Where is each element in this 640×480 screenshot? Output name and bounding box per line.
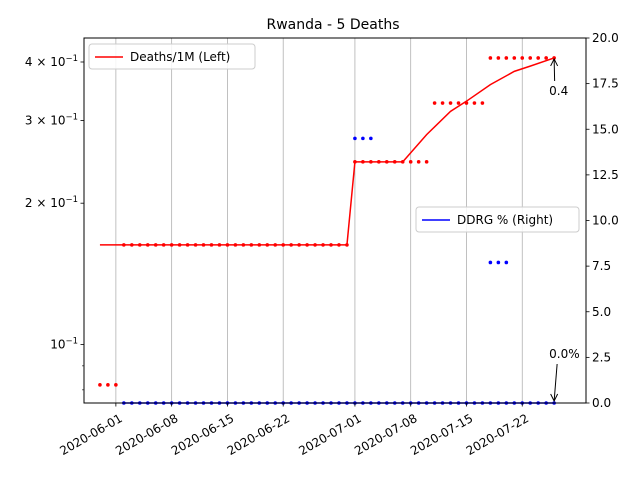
data-point: [416, 160, 421, 164]
data-point: [185, 243, 190, 247]
data-point: [241, 243, 246, 247]
data-point: [353, 160, 357, 164]
annotation-arrowhead: [550, 57, 559, 67]
data-point: [257, 243, 262, 247]
data-point: [122, 243, 126, 247]
left-tick-label: 3 × 10−1: [25, 113, 78, 128]
data-point: [289, 243, 293, 247]
annotation-arrowhead: [550, 393, 559, 403]
data-point: [464, 101, 469, 105]
data-point: [225, 243, 230, 247]
data-point: [488, 260, 493, 265]
data-point: [265, 243, 270, 247]
right-tick-label: 10.0: [592, 214, 619, 228]
data-point: [480, 101, 485, 105]
data-point: [432, 101, 437, 105]
data-point: [145, 243, 150, 247]
left-tick-label: 10−1: [50, 336, 78, 351]
data-point: [456, 101, 461, 105]
chart-title: Rwanda - 5 Deaths: [266, 17, 399, 33]
data-point: [337, 243, 341, 247]
data-point: [329, 243, 333, 247]
data-point: [353, 136, 357, 141]
legend-box: [415, 206, 580, 233]
right-tick-label: 15.0: [592, 122, 619, 136]
data-point: [408, 160, 413, 164]
data-point: [106, 383, 110, 387]
data-point: [384, 160, 389, 164]
data-point: [424, 160, 429, 164]
annotation-label: 0.0%: [549, 347, 580, 361]
data-point: [153, 243, 158, 247]
data-point: [392, 160, 397, 164]
data-point: [305, 243, 309, 247]
data-point: [161, 243, 166, 247]
data-point: [361, 136, 365, 141]
legend-box: [88, 43, 256, 70]
data-point: [130, 243, 134, 247]
annotation-arrow: [553, 58, 556, 81]
data-point: [209, 243, 214, 247]
data-point: [313, 243, 317, 247]
data-point: [528, 56, 533, 60]
data-point: [98, 383, 102, 387]
data-point: [448, 101, 453, 105]
legend-label: DDRG % (Right): [457, 213, 553, 227]
right-tick-label: 12.5: [592, 168, 619, 182]
data-point: [536, 56, 540, 60]
grid: [115, 38, 523, 403]
right-tick-label: 20.0: [592, 31, 619, 45]
data-point: [345, 243, 349, 247]
data-point: [249, 243, 254, 247]
data-point: [361, 160, 365, 164]
data-point: [281, 243, 286, 247]
data-point: [472, 101, 477, 105]
legends: Deaths/1M (Left) DDRG % (Right): [88, 43, 580, 233]
data-point: [217, 243, 222, 247]
data-point: [137, 243, 142, 247]
data-point: [440, 101, 445, 105]
data-point: [488, 56, 493, 60]
data-point: [496, 260, 501, 265]
legend-label: Deaths/1M (Left): [130, 50, 230, 64]
right-tick-label: 17.5: [592, 77, 619, 91]
data-point: [369, 160, 373, 164]
annotation-arrow: [553, 363, 558, 402]
left-tick-label: 2 × 10−1: [25, 195, 78, 210]
data-point: [297, 243, 301, 247]
annotations: 0.4 0.0%: [549, 57, 580, 403]
left-tick-label: 4 × 10−1: [25, 54, 78, 69]
data-point: [273, 243, 278, 247]
data-point: [177, 243, 182, 247]
data-point: [201, 243, 206, 247]
right-tick-label: 2.5: [592, 350, 611, 364]
data-point: [504, 56, 509, 60]
data-point: [233, 243, 238, 247]
data-point: [114, 383, 118, 387]
data-point: [377, 160, 381, 164]
data-point: [400, 160, 405, 164]
data-point: [520, 56, 525, 60]
data-point: [369, 136, 373, 141]
data-point: [504, 260, 509, 265]
right-tick-label: 5.0: [592, 305, 611, 319]
data-point: [169, 243, 174, 247]
right-tick-label: 7.5: [592, 259, 611, 273]
right-tick-label: 0.0: [592, 396, 611, 410]
data-point: [496, 56, 501, 60]
data-point: [512, 56, 517, 60]
annotation-label: 0.4: [549, 84, 568, 98]
data-point: [321, 243, 325, 247]
data-point: [193, 243, 198, 247]
series-line: [99, 57, 555, 246]
data-point: [544, 56, 548, 60]
